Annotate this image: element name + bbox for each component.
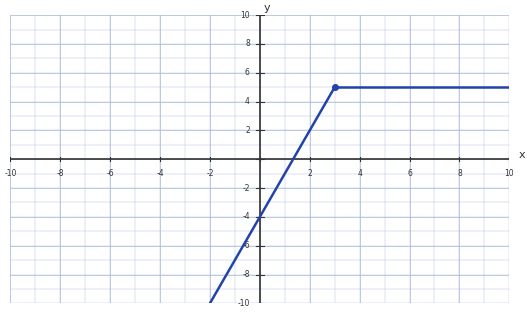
Text: 8: 8 bbox=[457, 169, 462, 178]
Text: x: x bbox=[519, 150, 525, 160]
Text: 2: 2 bbox=[307, 169, 312, 178]
Text: 4: 4 bbox=[357, 169, 362, 178]
Text: 6: 6 bbox=[407, 169, 412, 178]
Text: y: y bbox=[264, 3, 271, 13]
Text: 2: 2 bbox=[245, 126, 250, 135]
Text: 4: 4 bbox=[245, 97, 250, 106]
Text: -2: -2 bbox=[206, 169, 213, 178]
Text: -10: -10 bbox=[238, 299, 250, 308]
Text: -4: -4 bbox=[242, 212, 250, 222]
Text: 8: 8 bbox=[245, 40, 250, 48]
Text: -4: -4 bbox=[156, 169, 164, 178]
Text: -6: -6 bbox=[106, 169, 114, 178]
Text: -6: -6 bbox=[242, 241, 250, 250]
Text: -8: -8 bbox=[242, 270, 250, 279]
Text: -10: -10 bbox=[4, 169, 16, 178]
Text: 10: 10 bbox=[504, 169, 514, 178]
Text: -2: -2 bbox=[242, 183, 250, 193]
Text: 6: 6 bbox=[245, 68, 250, 77]
Text: -8: -8 bbox=[56, 169, 64, 178]
Text: 10: 10 bbox=[240, 11, 250, 20]
